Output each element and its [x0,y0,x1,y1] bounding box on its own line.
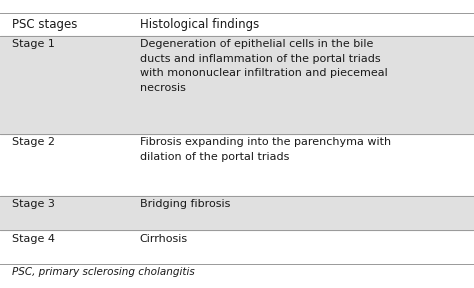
Text: Fibrosis expanding into the parenchyma with
dilation of the portal triads: Fibrosis expanding into the parenchyma w… [140,137,391,162]
Text: Bridging fibrosis: Bridging fibrosis [140,199,230,209]
Text: Stage 1: Stage 1 [12,39,55,50]
Text: Stage 4: Stage 4 [12,234,55,244]
Text: Stage 3: Stage 3 [12,199,55,209]
Text: Stage 2: Stage 2 [12,137,55,147]
Text: Cirrhosis: Cirrhosis [140,234,188,244]
Bar [0,36,474,134]
Text: PSC stages: PSC stages [12,18,77,31]
Bar [0,196,474,230]
Text: PSC, primary sclerosing cholangitis: PSC, primary sclerosing cholangitis [12,267,195,277]
Text: Degeneration of epithelial cells in the bile
ducts and inflammation of the porta: Degeneration of epithelial cells in the … [140,39,388,93]
Text: Histological findings: Histological findings [140,18,259,31]
